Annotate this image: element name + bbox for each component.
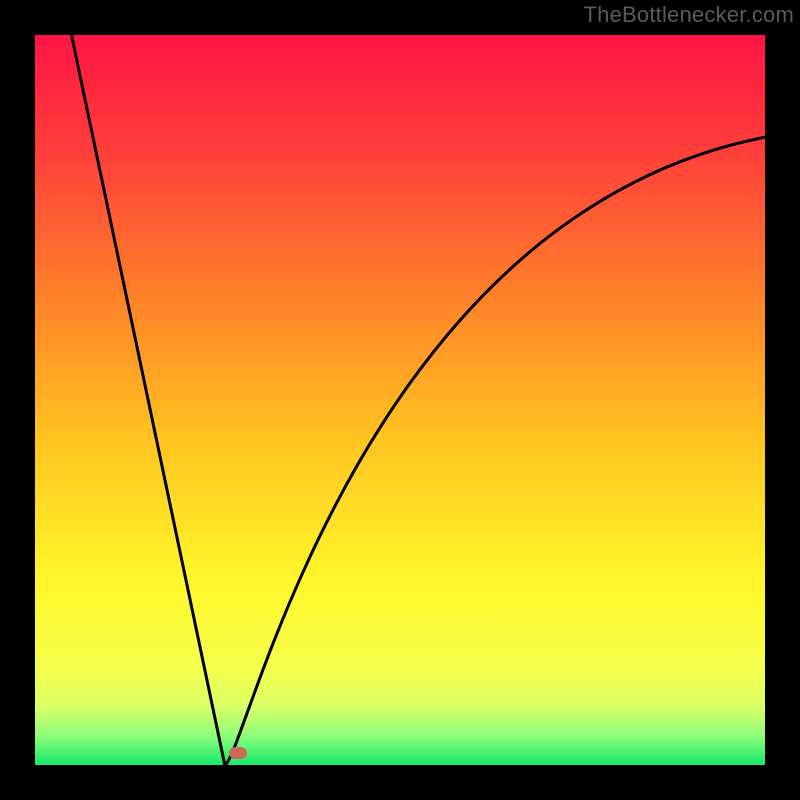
bottleneck-curve xyxy=(35,35,765,765)
optimal-point-marker xyxy=(229,747,247,759)
curve-path xyxy=(72,35,766,765)
watermark-text: TheBottlenecker.com xyxy=(584,2,794,28)
chart-frame: TheBottlenecker.com xyxy=(0,0,800,800)
plot-area xyxy=(35,35,765,765)
